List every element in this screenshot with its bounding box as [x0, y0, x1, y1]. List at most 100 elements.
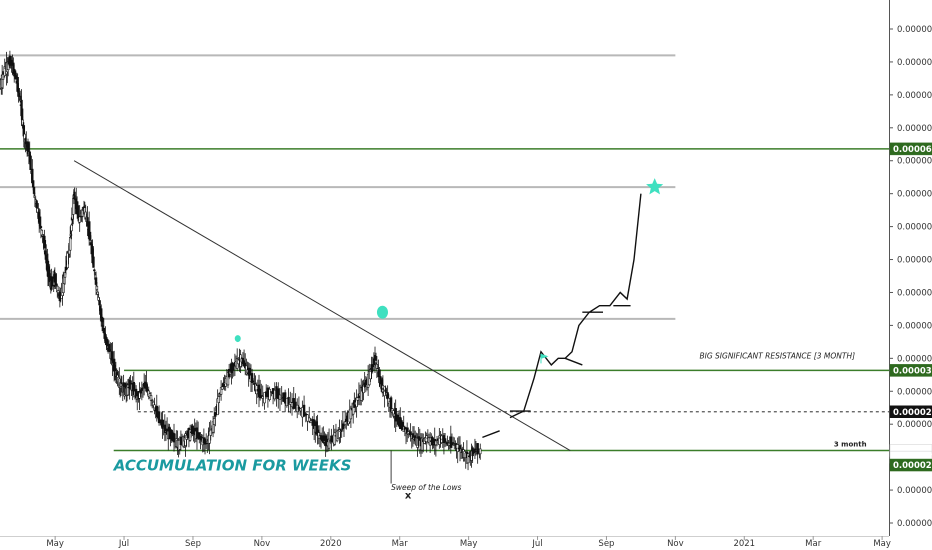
price-badge-bg: [889, 458, 932, 472]
target-star-marker: [646, 178, 664, 195]
annotation-2: x: [405, 491, 412, 502]
candle-body: [339, 430, 342, 432]
y-tick-label: 0.00000400: [897, 321, 932, 331]
candle-body: [140, 388, 144, 391]
candle-body: [435, 440, 439, 443]
price-badge-bg: [889, 364, 932, 377]
y-tick-label: 0.00000350: [897, 354, 932, 364]
x-tick-label: Jul: [118, 539, 129, 549]
candle-body: [38, 216, 42, 227]
y-tick-label: 0.00000250: [897, 420, 932, 430]
y-tick-label: 0.00000750: [897, 91, 932, 101]
y-tick-label: 0.00000100: [897, 519, 932, 529]
candle-body: [32, 186, 36, 194]
y-tick-label: 0.00000600: [897, 190, 932, 200]
candle-body: [304, 413, 308, 416]
projection-consolidation-2: [564, 357, 583, 366]
candle-body: [356, 397, 359, 401]
candle-body: [283, 392, 287, 404]
candle-body: [213, 418, 216, 425]
x-tick-label: 2020: [320, 539, 342, 549]
candle-body: [93, 269, 96, 272]
candle-body: [333, 432, 337, 445]
x-tick-label: Mar: [392, 539, 409, 549]
target-dot-marker-0: [234, 335, 241, 343]
y-tick-label: 0.00000150: [897, 486, 932, 496]
candle-body: [308, 417, 311, 422]
candle-body: [78, 216, 81, 223]
price-badge-label: 0.00002096: [893, 461, 932, 471]
candle-body: [141, 387, 145, 389]
projection-path: [509, 193, 642, 419]
horizontal-levels: [0, 54, 889, 452]
annotation-0: ACCUMULATION FOR WEEKS: [113, 456, 352, 474]
target-dot-marker-1: [376, 305, 389, 319]
price-badge-bg: [889, 405, 932, 419]
candle-body: [96, 291, 99, 295]
candle-body: [39, 226, 43, 229]
candle-body: [33, 195, 37, 198]
price-badge-label: 03:50:00: [893, 453, 932, 463]
candle-body: [287, 396, 290, 405]
candle-body: [209, 429, 212, 436]
candle-body: [479, 448, 482, 455]
candle-body: [386, 392, 389, 400]
annotation-3: BIG SIGNIFICANT RESISTANCE [3 MONTH]: [699, 351, 855, 360]
x-tick-label: Nov: [254, 539, 271, 549]
candle-body: [263, 392, 266, 404]
price-badge-label: 0.00006688: [893, 145, 932, 155]
projection-group: [482, 193, 642, 439]
candle-body: [340, 428, 343, 431]
candle-body: [92, 256, 95, 268]
price-badge-bg: [889, 142, 932, 156]
y-tick-label: 0.00000850: [897, 25, 932, 35]
candle-body: [466, 453, 470, 464]
candle-body: [31, 180, 35, 188]
candle-body: [63, 272, 67, 278]
price-badges: 0.000066880.000033170.000026890.00002168…: [889, 142, 932, 472]
candle-body: [157, 411, 161, 424]
candle-body: [95, 285, 99, 290]
price-series-group: [0, 50, 482, 484]
candle-body: [72, 198, 75, 215]
candle-body: [268, 388, 271, 400]
candle-body: [40, 229, 43, 236]
x-tick-label: Mar: [805, 539, 822, 549]
y-tick-label: 0.00000650: [897, 157, 932, 167]
y-tick-label: 0.00000450: [897, 288, 932, 298]
candle-body: [297, 406, 301, 410]
candle-body: [302, 404, 306, 417]
y-tick-label: 0.00000700: [897, 124, 932, 134]
trendline-group: [73, 160, 571, 451]
candle-body: [188, 429, 192, 441]
price-badge-label: 0.00002689: [893, 408, 932, 418]
descending-trendline: [73, 160, 571, 451]
x-tick-label: May: [873, 539, 891, 549]
annotation-4: 3 month: [834, 441, 867, 449]
candle-body: [69, 237, 72, 251]
projection-consolidation-0: [482, 430, 500, 439]
flag-marker: [540, 353, 549, 364]
candle-body: [56, 290, 60, 294]
candle-body: [191, 425, 194, 435]
x-tick-label: Jul: [531, 539, 542, 549]
y-tick-label: 0.00000500: [897, 256, 932, 266]
annotations-group: ACCUMULATION FOR WEEKS Sweep of the Lowsx…: [113, 351, 867, 501]
x-tick-label: 2021: [733, 539, 755, 549]
x-tick-label: Nov: [667, 539, 684, 549]
candle-body: [252, 380, 255, 383]
candle-body: [70, 224, 73, 232]
candle-body: [250, 373, 254, 383]
x-tick-label: Sep: [598, 539, 614, 549]
candle-body: [343, 421, 347, 425]
candle-body: [217, 396, 221, 403]
x-tick-label: May: [460, 539, 478, 549]
candle-body: [161, 419, 164, 429]
x-tick-label: Sep: [185, 539, 201, 549]
y-tick-label: 0.00000550: [897, 223, 932, 233]
candle-body: [150, 399, 154, 402]
x-axis: May Jul Sep Nov 2020 Mar May Jul Sep Nov 2021 Mar Ma…: [46, 536, 891, 549]
x-tick-label: May: [46, 539, 64, 549]
price-badge-label: 0.00003317: [893, 366, 932, 376]
